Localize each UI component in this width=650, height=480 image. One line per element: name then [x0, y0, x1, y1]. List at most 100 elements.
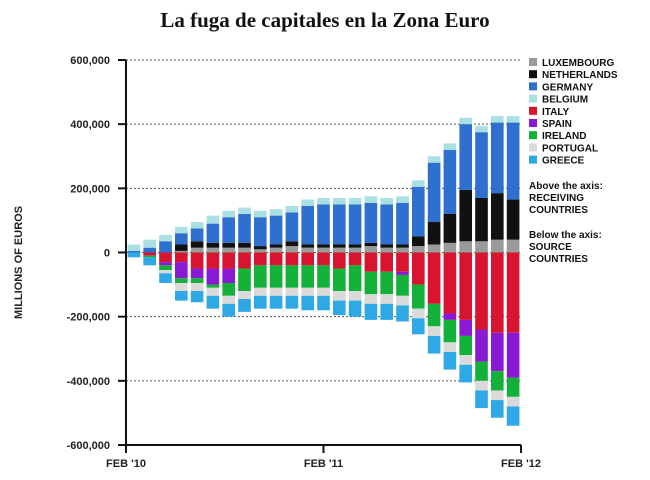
bar-segment-germany — [475, 132, 488, 198]
bar-segment-belgium — [396, 196, 409, 203]
bar-segment-netherlands — [348, 244, 362, 248]
bar-segment-luxembourg — [475, 241, 488, 253]
annotation-line: RECEIVING — [529, 193, 584, 204]
bar-segment-greece — [143, 257, 157, 266]
bar-segment-greece — [238, 299, 251, 312]
legend-label-germany: GERMANY — [542, 82, 593, 93]
bar-segment-germany — [348, 204, 362, 245]
bar-segment-germany — [411, 186, 425, 237]
bar-segment-netherlands — [332, 244, 346, 248]
bar-segment-greece — [475, 390, 488, 409]
bar-segment-germany — [127, 250, 141, 253]
bar-segment-ireland — [143, 255, 157, 258]
bar-segment-belgium — [475, 125, 488, 133]
bar-segment-portugal — [475, 380, 488, 391]
bar-segment-netherlands — [506, 199, 520, 240]
bar-segment-germany — [190, 228, 204, 242]
bar-segment-belgium — [253, 210, 267, 218]
bar-segment-ireland — [238, 268, 251, 291]
bar-segment-netherlands — [174, 244, 188, 251]
bar-segment-belgium — [443, 143, 457, 150]
legend-label-italy: ITALY — [542, 107, 570, 118]
y-tick-label: -200,000 — [67, 312, 110, 324]
bar-segment-germany — [269, 215, 283, 245]
bar-segment-ireland — [332, 268, 346, 291]
bar-segment-netherlands — [443, 214, 457, 243]
bar-segment-ireland — [269, 265, 283, 288]
bar-segment-portugal — [190, 282, 204, 291]
bar-segment-portugal — [174, 282, 188, 291]
y-tick-label: 600,000 — [70, 55, 110, 67]
y-tick-labels: -600,000 -400,000 -200,000 0 200,000 400,000 6… — [67, 55, 126, 452]
bar-segment-belgium — [364, 196, 378, 203]
legend-label-spain: SPAIN — [542, 119, 572, 130]
bar-segment-spain — [459, 319, 473, 336]
bar-segment-luxembourg — [190, 247, 204, 253]
bar-segment-netherlands — [206, 242, 220, 248]
bar-segment-belgium — [127, 244, 141, 251]
legend-swatch-greece — [529, 155, 537, 164]
bar-segment-germany — [238, 214, 251, 243]
bar-segment-italy — [332, 252, 346, 269]
bar-segment-spain — [190, 268, 204, 279]
legend-label-greece: GREECE — [542, 156, 585, 167]
bar-segment-ireland — [206, 284, 220, 288]
bar-segment-greece — [190, 291, 204, 303]
bar-segment-luxembourg — [285, 246, 299, 253]
bar-segment-greece — [206, 295, 220, 309]
bar-segment-ireland — [490, 371, 504, 391]
bar-segment-portugal — [285, 287, 299, 296]
bar-segment-ireland — [380, 271, 394, 295]
bar-segment-netherlands — [364, 242, 378, 247]
bar-segment-greece — [301, 295, 315, 311]
x-tick-label: FEB '12 — [501, 458, 541, 470]
bar-segment-italy — [459, 252, 473, 320]
bar-segment-italy — [380, 252, 394, 272]
bar-segment-greece — [459, 364, 473, 383]
bar-segment-luxembourg — [443, 242, 457, 253]
y-axis-label: MILLIONS OF EUROS — [13, 206, 25, 319]
bar-segment-greece — [317, 295, 330, 311]
bar-segment-germany — [174, 233, 188, 245]
bar-segment-greece — [285, 295, 299, 309]
bar-segment-netherlands — [285, 241, 299, 247]
bar-segment-netherlands — [459, 189, 473, 242]
bar-segment-greece — [127, 252, 141, 258]
bar-segment-ireland — [396, 274, 409, 296]
bar-segment-portugal — [159, 270, 172, 274]
bar-segment-greece — [490, 400, 504, 418]
bar-segment-belgium — [143, 239, 157, 248]
bar-segment-italy — [222, 252, 236, 269]
bar-segment-greece — [380, 303, 394, 320]
bar-segment-ireland — [317, 265, 330, 288]
bar-segment-italy — [253, 252, 267, 266]
bar-segment-italy — [396, 252, 409, 272]
bar-segment-belgium — [348, 197, 362, 205]
bar-segment-ireland — [159, 265, 172, 271]
bar-segment-greece — [443, 351, 457, 370]
legend-swatch-ireland — [529, 131, 537, 140]
bar-segment-spain — [490, 332, 504, 372]
bar-segment-greece — [364, 303, 378, 320]
legend-swatch-netherlands — [529, 70, 537, 79]
bar-segment-italy — [506, 252, 520, 333]
bar-segment-italy — [443, 252, 457, 314]
bar-segment-greece — [427, 335, 441, 354]
bar-segment-italy — [159, 252, 172, 263]
bar-segment-luxembourg — [380, 247, 394, 253]
bar-segment-luxembourg — [206, 247, 220, 253]
bar-segment-germany — [222, 217, 236, 243]
bar-segment-italy — [269, 252, 283, 266]
bar-segment-ireland — [301, 265, 315, 288]
legend-label-netherlands: NETHERLANDS — [542, 70, 618, 81]
bar-segment-portugal — [411, 308, 425, 319]
bar-segment-germany — [317, 204, 330, 245]
bar-segment-italy — [174, 252, 188, 263]
bar-segment-ireland — [285, 265, 299, 288]
bar-segment-ireland — [190, 278, 204, 283]
bar-segment-netherlands — [253, 246, 267, 250]
bar-segment-luxembourg — [396, 247, 409, 253]
legend-label-ireland: IRELAND — [542, 131, 586, 142]
